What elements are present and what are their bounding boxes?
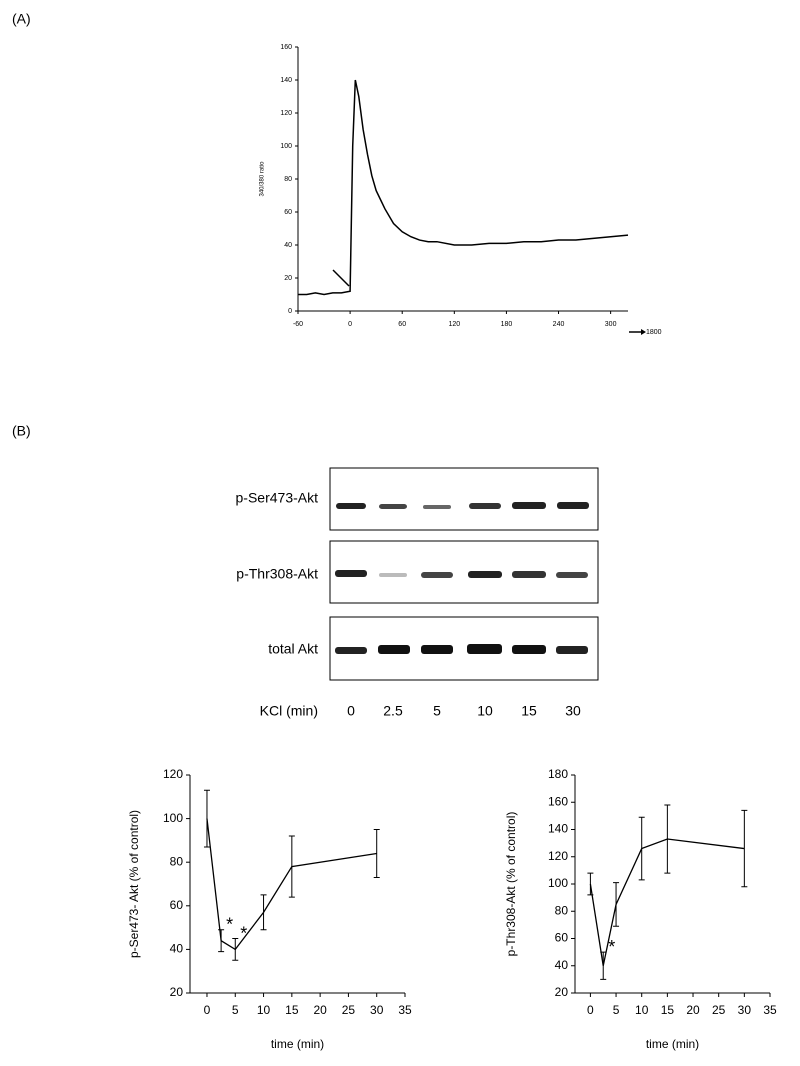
x-axis-label: time (min) [271,1037,324,1051]
annotation: * [240,923,247,943]
blot-box [329,616,599,681]
x-tick-label: 15 [661,1003,675,1017]
x-tick-label: 0 [348,321,352,328]
error-bar [232,938,239,961]
blot-lane-title: KCl (min) [260,703,318,719]
x-tick-label: 0 [587,1003,594,1017]
y-tick-label: 80 [284,176,292,183]
panel-label: (B) [12,423,31,439]
y-tick-label: 140 [280,77,292,84]
data-line [298,79,629,296]
x-tick-label: 15 [285,1003,299,1017]
error-bar [203,789,210,848]
blot-row-label: p-Thr308-Akt [236,566,318,582]
y-axis-label: p-Ser473- Akt (% of control) [127,810,141,958]
error-bar [288,835,295,898]
y-tick-label: 120 [163,767,183,781]
y-tick-label: 140 [548,822,568,836]
y-axis-label: 340/380 ratio [260,161,266,197]
y-tick-label: 100 [548,876,568,890]
x-tick-label: 35 [763,1003,777,1017]
x-tick-label: 25 [342,1003,356,1017]
y-tick-label: 0 [288,308,292,315]
y-tick-label: 60 [284,209,292,216]
y-tick-label: 160 [280,44,292,51]
blot-row-label: total Akt [268,641,318,657]
x-tick-label: -60 [293,321,303,328]
x-tick-label: 180 [501,321,513,328]
blot-box [329,540,599,604]
blot-row-label: p-Ser473-Akt [236,490,319,506]
x-break-label: 1800 [646,329,662,336]
y-tick-label: 100 [280,143,292,150]
blot-lane-label: 2.5 [383,703,403,719]
annotation: * [226,915,233,935]
error-bar [260,894,267,931]
blot-lane-label: 5 [433,703,441,719]
y-tick-label: 180 [548,767,568,781]
y-tick-label: 40 [284,242,292,249]
x-tick-label: 20 [686,1003,700,1017]
x-tick-label: 20 [313,1003,327,1017]
blot-box [329,467,599,531]
x-tick-label: 120 [448,321,460,328]
y-tick-label: 20 [284,275,292,282]
x-tick-label: 0 [204,1003,211,1017]
x-axis-label: time (min) [646,1037,699,1051]
blot-lane-label: 30 [565,703,581,719]
x-tick-label: 5 [232,1003,239,1017]
annotation: * [608,937,615,957]
x-tick-label: 35 [398,1003,412,1017]
blot-lane-label: 15 [521,703,537,719]
y-tick-label: 20 [555,985,569,999]
y-tick-label: 40 [170,942,184,956]
x-tick-label: 25 [712,1003,726,1017]
bands [335,502,589,654]
y-tick-label: 100 [163,811,183,825]
x-tick-label: 10 [635,1003,649,1017]
x-tick-label: 60 [398,321,406,328]
error-bar [218,929,225,953]
y-tick-label: 40 [555,958,569,972]
error-bar [600,951,607,980]
blot-lane-label: 0 [347,703,355,719]
y-tick-label: 20 [170,985,184,999]
x-tick-label: 10 [257,1003,271,1017]
error-bar [638,816,645,881]
error-bar [664,804,671,874]
error-bar [587,872,594,896]
y-axis-label: p-Thr308-Akt (% of control) [504,812,518,957]
blot-lane-label: 10 [477,703,493,719]
y-tick-label: 60 [555,931,569,945]
x-tick-label: 5 [613,1003,620,1017]
break-arrow-head [641,329,646,335]
error-bar [741,809,748,888]
y-tick-label: 60 [170,898,184,912]
error-bar [613,882,620,927]
x-tick-label: 30 [370,1003,384,1017]
x-tick-label: 30 [738,1003,752,1017]
y-tick-label: 160 [548,794,568,808]
y-tick-label: 120 [548,849,568,863]
x-tick-label: 300 [605,321,617,328]
data-line [206,818,377,951]
arrow [332,269,350,287]
panel-label: (A) [12,11,31,27]
x-tick-label: 240 [553,321,565,328]
error-bar [373,829,380,878]
y-tick-label: 80 [555,903,569,917]
y-tick-label: 120 [280,110,292,117]
y-tick-label: 80 [170,854,184,868]
